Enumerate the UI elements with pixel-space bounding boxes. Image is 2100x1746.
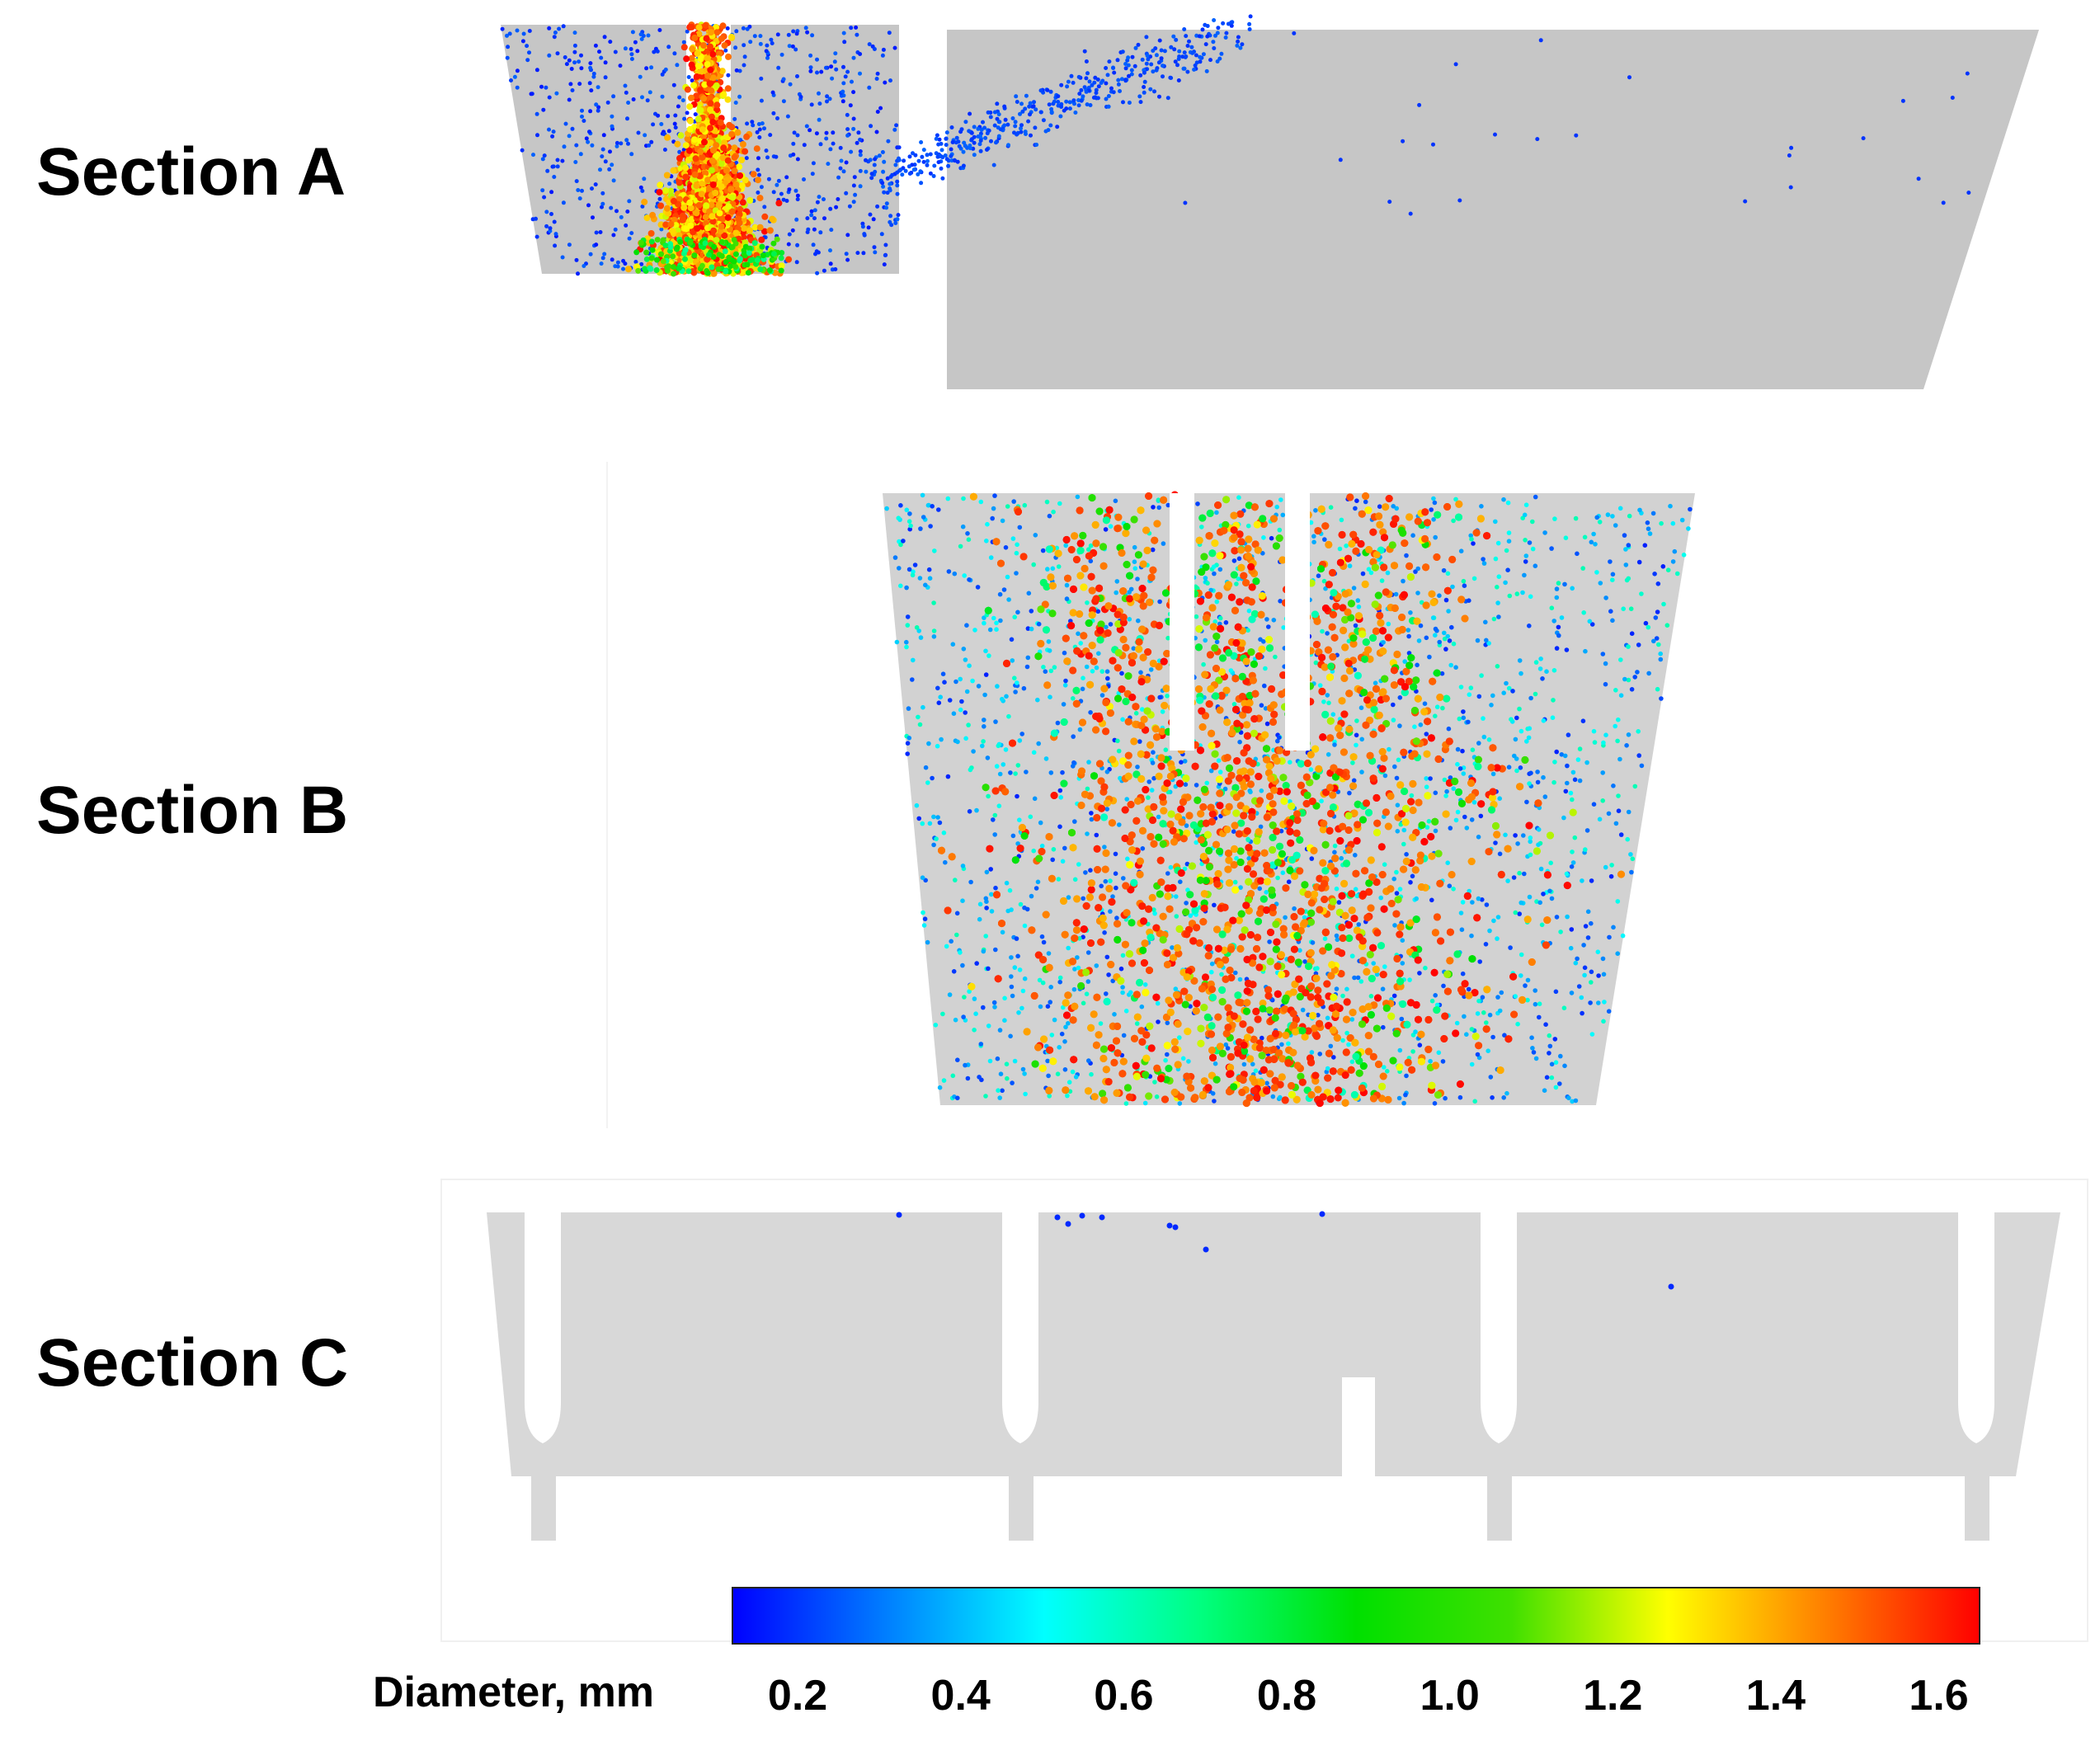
section-c-label: Section C bbox=[36, 1325, 349, 1400]
section-c-outlet-3 bbox=[1487, 1476, 1512, 1541]
section-a-label: Section A bbox=[36, 134, 346, 209]
colorbar-tick-label: 0.6 bbox=[1094, 1672, 1154, 1720]
section-c-slot-4 bbox=[1958, 1211, 1994, 1443]
section-c-chamber bbox=[487, 1212, 2060, 1476]
section-b-label: Section B bbox=[36, 773, 349, 848]
colorbar-tick-label: 1.4 bbox=[1745, 1672, 1806, 1720]
colorbar-tick-label: 1.6 bbox=[1909, 1672, 1969, 1720]
section-c-outlet-2 bbox=[1009, 1476, 1034, 1541]
section-a-particles bbox=[500, 14, 1971, 277]
section-b-nozzle-slot-right bbox=[1285, 493, 1310, 751]
section-c-particles bbox=[896, 1211, 1674, 1290]
colorbar-tick-label: 0.4 bbox=[930, 1672, 991, 1720]
section-c-notch bbox=[1342, 1377, 1375, 1478]
section-a-view bbox=[500, 14, 2039, 389]
colorbar bbox=[732, 1587, 1980, 1645]
section-b-particles bbox=[884, 491, 1693, 1108]
colorbar-tick-label: 1.2 bbox=[1583, 1672, 1643, 1720]
section-c-slot-1 bbox=[525, 1211, 561, 1443]
colorbar-tick-label: 0.8 bbox=[1256, 1672, 1317, 1720]
section-a-right-chamber bbox=[947, 30, 2039, 389]
section-b-view bbox=[606, 462, 1695, 1128]
section-c-outlet-4 bbox=[1965, 1476, 1989, 1541]
section-b-chamber bbox=[883, 493, 1695, 1105]
section-c-slot-3 bbox=[1481, 1211, 1517, 1443]
section-c-outlet-1 bbox=[531, 1476, 556, 1541]
colorbar-title: Diameter, mm bbox=[373, 1668, 655, 1716]
section-b-nozzle-slot-left bbox=[1170, 493, 1194, 751]
colorbar-tick-label: 1.0 bbox=[1420, 1672, 1480, 1720]
colorbar-tick-label: 0.2 bbox=[767, 1672, 828, 1720]
section-c-view bbox=[440, 1179, 2088, 1642]
section-c-slot-2 bbox=[1002, 1211, 1038, 1443]
